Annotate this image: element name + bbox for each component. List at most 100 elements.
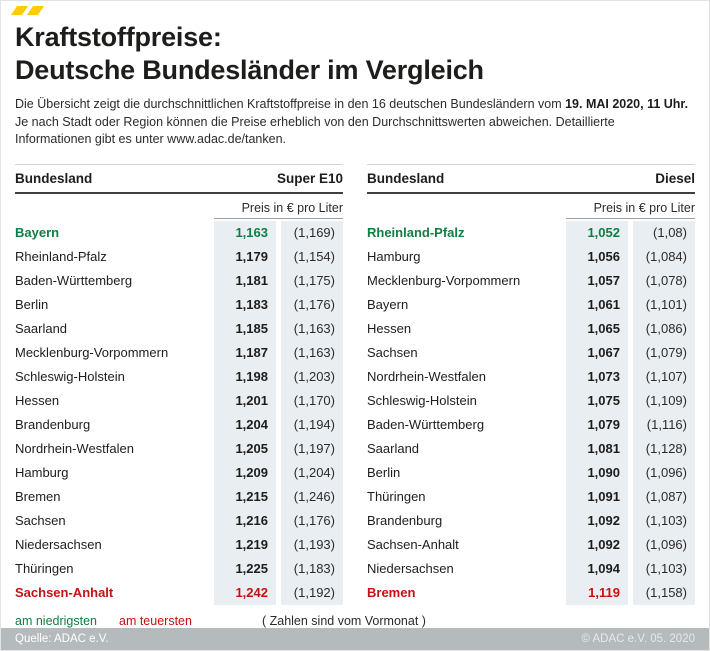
state-name: Rheinland-Pfalz — [15, 249, 107, 264]
previous-month-value: (1,103) — [633, 508, 695, 533]
table-row: Nordrhein-Westfalen 1,205 (1,197) — [15, 436, 343, 461]
previous-month-value: (1,192) — [281, 580, 343, 605]
previous-month-value: (1,176) — [281, 292, 343, 317]
table-row: Bayern 1,163 (1,169) — [15, 220, 343, 245]
previous-month-value: (1,154) — [281, 244, 343, 269]
state-name: Bayern — [15, 225, 60, 240]
legend-note: ( Zahlen sind vom Vormonat ) — [261, 613, 426, 628]
state-name: Schleswig-Holstein — [15, 369, 125, 384]
table-row: Mecklenburg-Vorpommern 1,187 (1,163) — [15, 340, 343, 365]
table-row: Brandenburg 1,092 (1,103) — [367, 508, 695, 533]
price-value: 1,204 — [214, 412, 276, 437]
source-label: Quelle: ADAC e.V. — [15, 633, 109, 645]
state-name: Sachsen-Anhalt — [15, 585, 114, 600]
state-name: Baden-Württemberg — [15, 273, 133, 288]
price-tables: Bundesland Super E10 Preis in € pro Lite… — [15, 163, 695, 605]
price-value: 1,079 — [566, 412, 628, 437]
price-value: 1,185 — [214, 316, 276, 341]
previous-month-value: (1,246) — [281, 484, 343, 509]
state-name: Berlin — [15, 297, 49, 312]
state-name: Bremen — [15, 489, 61, 504]
previous-month-value: (1,096) — [633, 532, 695, 557]
table-super-e10: Bundesland Super E10 Preis in € pro Lite… — [15, 163, 343, 605]
previous-month-value: (1,128) — [633, 436, 695, 461]
price-value: 1,061 — [566, 292, 628, 317]
price-value: 1,242 — [214, 580, 276, 605]
table-row: Baden-Württemberg 1,181 (1,175) — [15, 268, 343, 293]
price-value: 1,215 — [214, 484, 276, 509]
previous-month-value: (1,169) — [281, 220, 343, 245]
previous-month-value: (1,197) — [281, 436, 343, 461]
previous-month-value: (1,194) — [281, 412, 343, 437]
table-header: Bundesland Super E10 — [15, 163, 343, 194]
table-row: Bayern 1,061 (1,101) — [367, 292, 695, 317]
previous-month-value: (1,175) — [281, 268, 343, 293]
previous-month-value: (1,109) — [633, 388, 695, 413]
previous-month-value: (1,087) — [633, 484, 695, 509]
state-name: Hessen — [367, 321, 412, 336]
price-value: 1,094 — [566, 556, 628, 581]
state-name: Schleswig-Holstein — [367, 393, 477, 408]
table-row: Thüringen 1,091 (1,087) — [367, 484, 695, 509]
price-value: 1,205 — [214, 436, 276, 461]
table-row: Hessen 1,065 (1,086) — [367, 316, 695, 341]
table-row: Schleswig-Holstein 1,198 (1,203) — [15, 364, 343, 389]
table-row: Brandenburg 1,204 (1,194) — [15, 412, 343, 437]
state-name: Sachsen — [367, 345, 418, 360]
intro-text-before: Die Übersicht zeigt die durchschnittlich… — [15, 97, 566, 111]
page-title: Kraftstoffpreise: Deutsche Bundesländer … — [15, 21, 695, 87]
legend: am niedrigsten am teuersten ( Zahlen sin… — [15, 614, 695, 628]
state-name: Bayern — [367, 297, 409, 312]
state-name: Mecklenburg-Vorpommern — [15, 345, 169, 360]
state-name: Sachsen — [15, 513, 66, 528]
table-row: Baden-Württemberg 1,079 (1,116) — [367, 412, 695, 437]
footer-bar: Quelle: ADAC e.V. © ADAC e.V. 05. 2020 — [1, 628, 709, 650]
table-rows: Bayern 1,163 (1,169) Rheinland-Pfalz 1,179 (1… — [15, 220, 343, 605]
yellow-slash-icon — [10, 6, 29, 15]
price-value: 1,163 — [214, 220, 276, 245]
table-row: Rheinland-Pfalz 1,052 (1,08) — [367, 220, 695, 245]
state-name: Rheinland-Pfalz — [367, 225, 465, 240]
previous-month-value: (1,158) — [633, 580, 695, 605]
table-row: Mecklenburg-Vorpommern 1,057 (1,078) — [367, 268, 695, 293]
state-name: Bremen — [367, 585, 416, 600]
price-value: 1,183 — [214, 292, 276, 317]
previous-month-value: (1,176) — [281, 508, 343, 533]
price-value: 1,209 — [214, 460, 276, 485]
table-diesel: Bundesland Diesel Preis in € pro Liter R… — [367, 163, 695, 605]
state-name: Brandenburg — [15, 417, 91, 432]
price-unit-label: Preis in € pro Liter — [593, 200, 695, 215]
previous-month-value: (1,103) — [633, 556, 695, 581]
price-value: 1,216 — [214, 508, 276, 533]
previous-month-value: (1,203) — [281, 364, 343, 389]
table-row: Sachsen 1,216 (1,176) — [15, 508, 343, 533]
price-value: 1,057 — [566, 268, 628, 293]
region-column-header: Bundesland — [367, 170, 445, 186]
table-row: Nordrhein-Westfalen 1,073 (1,107) — [367, 364, 695, 389]
state-name: Berlin — [367, 465, 401, 480]
price-value: 1,187 — [214, 340, 276, 365]
table-row: Niedersachsen 1,094 (1,103) — [367, 556, 695, 581]
intro-text-after: Je nach Stadt oder Region können die Pre… — [15, 114, 615, 147]
region-column-header: Bundesland — [15, 170, 93, 186]
state-name: Niedersachsen — [367, 561, 454, 576]
state-name: Baden-Württemberg — [367, 417, 485, 432]
copyright-label: © ADAC e.V. 05. 2020 — [581, 633, 695, 645]
price-unit-label: Preis in € pro Liter — [241, 200, 343, 215]
state-name: Nordrhein-Westfalen — [15, 441, 134, 456]
state-name: Saarland — [15, 321, 68, 336]
table-row: Berlin 1,183 (1,176) — [15, 292, 343, 317]
previous-month-value: (1,170) — [281, 388, 343, 413]
price-value: 1,179 — [214, 244, 276, 269]
state-name: Brandenburg — [367, 513, 443, 528]
table-row: Sachsen-Anhalt 1,242 (1,192) — [15, 580, 343, 605]
table-row: Hamburg 1,209 (1,204) — [15, 460, 343, 485]
fuel-column-header: Super E10 — [276, 170, 343, 186]
table-row: Sachsen-Anhalt 1,092 (1,096) — [367, 532, 695, 557]
price-value: 1,052 — [566, 220, 628, 245]
yellow-slash-icon — [26, 6, 45, 15]
price-value: 1,219 — [214, 532, 276, 557]
previous-month-value: (1,084) — [633, 244, 695, 269]
table-row: Berlin 1,090 (1,096) — [367, 460, 695, 485]
table-rows: Rheinland-Pfalz 1,052 (1,08) Hamburg 1,056 (1… — [367, 220, 695, 605]
